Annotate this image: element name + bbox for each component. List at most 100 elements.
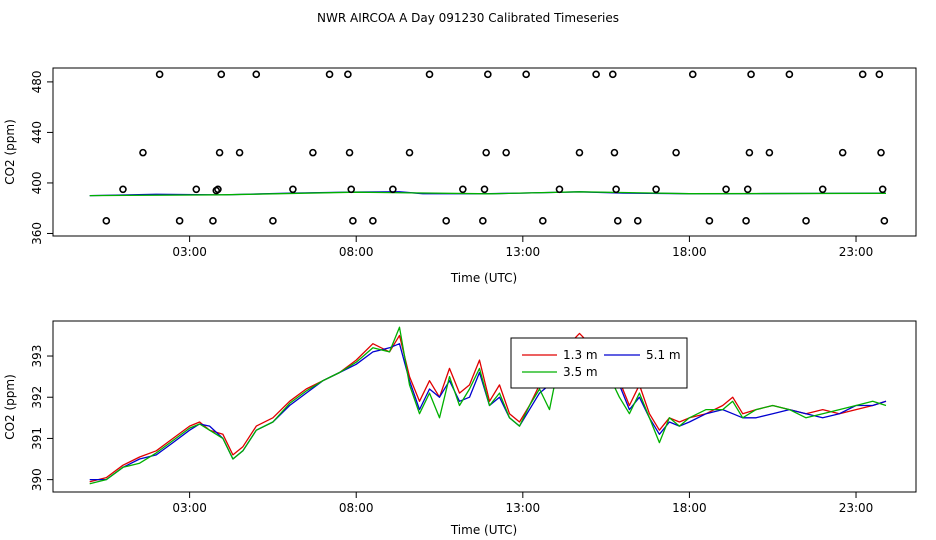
data-point: [880, 217, 889, 225]
top-points: [102, 70, 889, 225]
data-point: [325, 70, 334, 79]
legend-box: [510, 337, 688, 389]
legend-label-1-3m: 1.3 m: [563, 348, 598, 362]
data-point: [612, 185, 620, 194]
data-point: [592, 70, 600, 79]
data-point: [688, 70, 697, 79]
bot-y-tick-label: 390: [30, 468, 44, 491]
data-point: [858, 70, 867, 79]
data-point: [425, 70, 434, 79]
top-y-axis-label: CO2 (ppm): [3, 119, 17, 185]
figure-title: NWR AIRCOA A Day 091230 Calibrated Times…: [317, 11, 619, 25]
data-point: [747, 70, 755, 79]
bot-series-line-red: [89, 332, 887, 483]
data-point: [405, 148, 414, 157]
top-series-lines: [89, 191, 887, 197]
top-y-tick-label: 360: [30, 222, 44, 245]
data-point: [838, 148, 847, 157]
data-point: [608, 70, 617, 79]
top-y-tick-label: 440: [30, 121, 44, 144]
bot-y-tick-label: 393: [30, 345, 44, 368]
data-point: [877, 148, 885, 157]
data-point: [818, 185, 827, 194]
data-point: [705, 217, 714, 225]
data-point: [878, 185, 887, 194]
bottom-series-lines: [89, 326, 887, 485]
data-point: [484, 70, 492, 79]
data-point: [539, 217, 547, 225]
data-point: [347, 185, 356, 194]
bot-y-tick-label: 391: [30, 427, 44, 450]
data-point: [480, 185, 489, 194]
data-point: [613, 217, 622, 225]
data-point: [102, 217, 111, 225]
data-point: [309, 148, 317, 157]
data-point: [743, 185, 752, 194]
data-point: [214, 185, 222, 194]
data-point: [742, 217, 750, 225]
legend-label-5-1m: 5.1 m: [646, 348, 681, 362]
data-point: [389, 185, 397, 194]
data-point: [344, 70, 352, 79]
top-x-tick-label: 13:00: [506, 245, 541, 259]
bot-series-line-blue: [89, 338, 887, 481]
data-point: [875, 70, 884, 79]
data-point: [459, 185, 467, 194]
data-point: [192, 185, 201, 194]
top-x-axis-label: Time (UTC): [450, 271, 517, 285]
data-point: [610, 148, 619, 157]
data-point: [442, 217, 450, 225]
data-point: [802, 217, 810, 225]
data-point: [139, 148, 147, 157]
top-x-tick-label: 18:00: [672, 245, 707, 259]
data-point: [217, 70, 226, 79]
legend-label-3-5m: 3.5 m: [563, 365, 598, 379]
data-point: [722, 185, 730, 194]
top-panel: 03:00 08:00 13:00 18:00 23:00 360 400 440 480 T…: [3, 67, 917, 285]
data-point: [765, 148, 774, 157]
data-point: [482, 148, 490, 157]
top-y-tick-label: 400: [30, 171, 44, 194]
top-y-axis: 360 400 440 480: [30, 70, 53, 245]
data-point: [785, 70, 794, 79]
bot-x-tick-label: 18:00: [672, 501, 707, 515]
bottom-x-axis-label: Time (UTC): [450, 523, 517, 537]
data-point: [349, 217, 357, 225]
data-point: [633, 217, 642, 225]
top-x-tick-label: 03:00: [172, 245, 207, 259]
data-point: [209, 217, 217, 225]
top-x-axis: 03:00 08:00 13:00 18:00 23:00: [172, 236, 873, 259]
data-point: [672, 148, 680, 157]
data-point: [522, 70, 530, 79]
bot-y-tick-label: 392: [30, 386, 44, 409]
data-point: [745, 148, 754, 157]
top-plot-frame: [52, 67, 917, 237]
data-point: [345, 148, 354, 157]
data-point: [652, 185, 660, 194]
data-point: [479, 217, 487, 225]
bot-x-tick-label: 23:00: [839, 501, 874, 515]
top-x-tick-label: 23:00: [839, 245, 874, 259]
bottom-y-axis-label: CO2 (ppm): [3, 374, 17, 440]
bot-series-line-green: [89, 326, 887, 485]
top-x-tick-label: 08:00: [339, 245, 374, 259]
bottom-panel: 03:00 08:00 13:00 18:00 23:00 390 391 392 393 T…: [3, 320, 917, 537]
data-point: [155, 70, 164, 79]
data-point: [269, 217, 277, 225]
data-point: [119, 185, 127, 194]
data-point: [369, 217, 377, 225]
bot-x-tick-label: 08:00: [339, 501, 374, 515]
bot-x-tick-label: 13:00: [506, 501, 541, 515]
data-point: [555, 185, 564, 194]
data-point: [289, 185, 297, 194]
bottom-plot-frame: [52, 320, 917, 493]
data-point: [575, 148, 584, 157]
top-series-line-green: [89, 191, 887, 197]
data-point: [175, 217, 184, 225]
top-y-tick-label: 480: [30, 70, 44, 93]
bottom-y-axis: 390 391 392 393: [30, 345, 53, 491]
data-point: [235, 148, 244, 157]
data-point: [502, 148, 510, 157]
data-point: [215, 148, 224, 157]
